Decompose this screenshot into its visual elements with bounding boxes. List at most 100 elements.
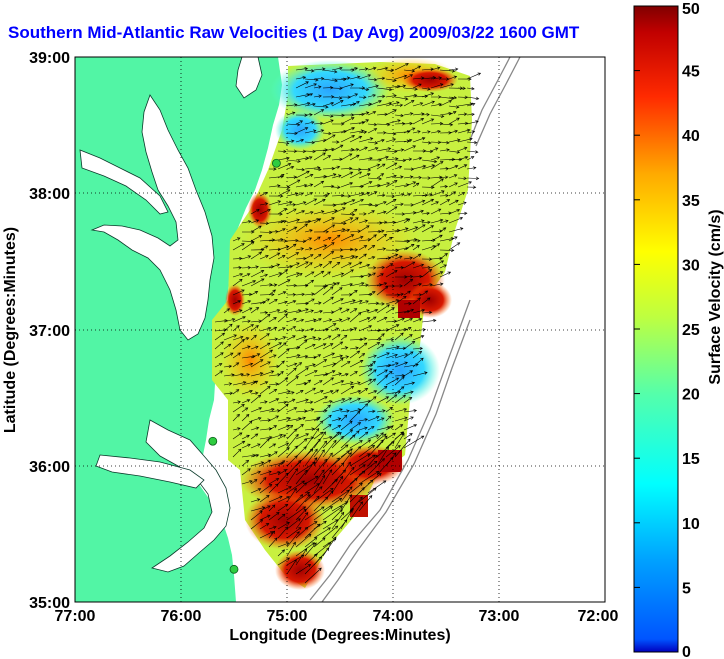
velocity-arrow <box>268 425 278 431</box>
velocity-arrow <box>304 298 315 305</box>
velocity-arrow <box>340 434 356 449</box>
velocity-arrow <box>376 201 387 206</box>
velocity-arrow <box>358 137 374 143</box>
velocity-arrow <box>250 235 263 242</box>
velocity-arrow <box>331 469 347 485</box>
velocity-arrow <box>448 191 456 197</box>
velocity-arrow <box>349 101 360 107</box>
velocity-arrow <box>358 130 368 134</box>
velocity-arrow <box>250 407 263 413</box>
velocity-arrow <box>313 198 326 206</box>
velocity-arrow <box>232 389 240 395</box>
velocity-arrow <box>304 363 316 368</box>
velocity-arrow <box>268 194 284 198</box>
velocity-arrow <box>322 203 337 207</box>
colorbar-tick-label: 45 <box>682 64 700 81</box>
velocity-arrow <box>277 255 286 260</box>
velocity-arrow <box>412 308 426 314</box>
velocity-arrow <box>313 301 322 305</box>
velocity-arrow <box>403 145 417 152</box>
velocity-arrow <box>439 227 447 233</box>
velocity-arrow <box>250 479 258 485</box>
velocity-arrow <box>313 121 324 126</box>
velocity-arrow <box>322 400 333 404</box>
velocity-arrow <box>394 386 405 395</box>
velocity-arrow <box>304 336 317 341</box>
velocity-arrow <box>340 135 356 143</box>
velocity-arrow <box>403 302 412 306</box>
velocity-arrow <box>466 150 479 154</box>
velocity-arrow <box>376 432 384 440</box>
velocity-arrow <box>421 297 431 305</box>
velocity-arrow <box>466 120 479 125</box>
velocity-arrow <box>250 251 263 260</box>
velocity-arrow <box>295 138 305 143</box>
velocity-arrow <box>277 291 287 296</box>
velocity-arrow <box>286 300 297 305</box>
velocity-arrow <box>376 76 386 81</box>
velocity-arrow <box>313 440 328 458</box>
velocity-arrow <box>439 83 454 89</box>
velocity-arrow <box>331 511 345 530</box>
velocity-arrow <box>286 459 302 476</box>
velocity-arrow <box>277 360 285 368</box>
velocity-arrow <box>277 417 292 422</box>
velocity-arrow <box>403 274 414 279</box>
velocity-arrow <box>268 200 282 206</box>
velocity-arrow <box>331 341 344 350</box>
velocity-arrow <box>394 292 404 296</box>
velocity-arrow <box>403 69 416 73</box>
velocity-arrow <box>385 345 400 350</box>
velocity-arrow <box>466 130 476 134</box>
velocity-arrow <box>304 427 315 431</box>
velocity-arrow <box>313 359 328 368</box>
velocity-arrow <box>376 163 386 170</box>
velocity-arrow <box>421 112 430 117</box>
velocity-arrow <box>223 382 233 386</box>
velocity-arrow <box>250 307 260 314</box>
velocity-arrow <box>331 450 350 467</box>
velocity-arrow <box>376 409 386 413</box>
velocity-arrow <box>358 325 373 332</box>
velocity-arrow <box>250 225 262 233</box>
velocity-arrow <box>313 458 328 476</box>
velocity-arrow <box>232 273 244 278</box>
velocity-arrow <box>376 375 388 386</box>
velocity-arrow <box>259 381 269 386</box>
velocity-arrow <box>322 439 337 458</box>
velocity-arrow <box>367 122 378 127</box>
velocity-arrow <box>313 270 325 278</box>
velocity-arrow <box>394 416 408 422</box>
velocity-arrow <box>277 521 290 530</box>
velocity-arrow <box>277 141 290 145</box>
velocity-arrow <box>439 219 449 224</box>
velocity-arrow <box>241 413 250 422</box>
velocity-arrow <box>295 416 306 422</box>
velocity-arrow <box>394 175 404 179</box>
velocity-arrow <box>268 299 278 305</box>
velocity-arrow <box>376 265 386 270</box>
velocity-arrow <box>241 434 250 440</box>
velocity-field <box>212 57 472 590</box>
potomac-river <box>79 149 169 215</box>
velocity-arrow <box>376 101 393 107</box>
velocity-arrow <box>394 424 404 431</box>
velocity-arrow <box>259 326 272 332</box>
velocity-arrow <box>340 397 353 404</box>
velocity-arrow <box>439 193 449 198</box>
velocity-arrow <box>250 510 263 521</box>
velocity-arrow <box>394 376 405 386</box>
velocity-arrow <box>286 103 298 107</box>
velocity-arrow <box>340 228 351 233</box>
velocity-arrow <box>376 446 389 467</box>
velocity-arrow <box>313 244 328 251</box>
velocity-arrow <box>367 244 376 251</box>
velocity-arrow <box>286 139 295 143</box>
velocity-arrow <box>349 327 358 332</box>
velocity-arrow <box>412 371 428 377</box>
velocity-arrow <box>340 269 354 278</box>
velocity-arrow <box>322 457 340 476</box>
velocity-arrow <box>259 342 271 350</box>
velocity-arrow <box>358 387 369 395</box>
y-tick-label: 36:00 <box>29 459 70 476</box>
